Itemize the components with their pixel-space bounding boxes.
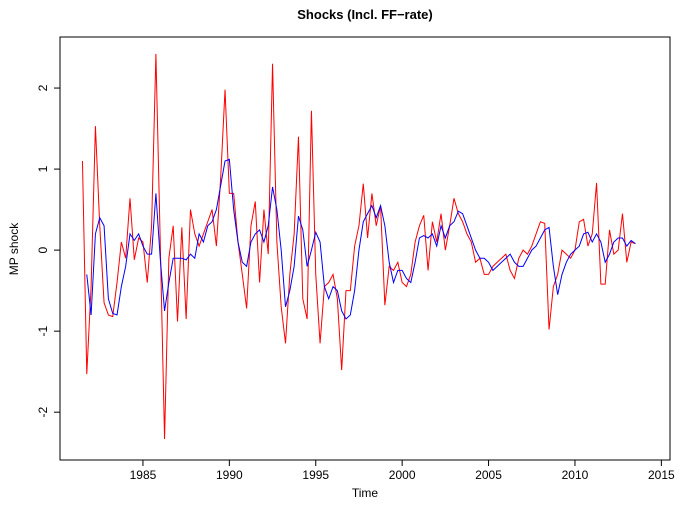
y-tick-label: -2 xyxy=(36,407,50,418)
x-tick-label: 1995 xyxy=(302,468,329,482)
y-tick-label: 0 xyxy=(36,246,50,253)
x-tick-label: 2010 xyxy=(562,468,589,482)
x-tick-label: 2015 xyxy=(648,468,675,482)
y-tick-label: 2 xyxy=(36,84,50,91)
series-line xyxy=(81,54,636,439)
x-tick-label: 2000 xyxy=(389,468,416,482)
x-tick-label: 1990 xyxy=(216,468,243,482)
chart-title: Shocks (Incl. FF−rate) xyxy=(297,7,432,22)
y-axis-label: MP shock xyxy=(7,222,21,275)
x-tick-label: 1985 xyxy=(130,468,157,482)
x-axis-label: Time xyxy=(352,486,379,500)
x-tick-label: 2005 xyxy=(475,468,502,482)
series-line xyxy=(86,158,636,320)
plot-frame xyxy=(59,36,671,461)
y-tick-label: -1 xyxy=(36,325,50,336)
y-tick-label: 1 xyxy=(36,165,50,172)
